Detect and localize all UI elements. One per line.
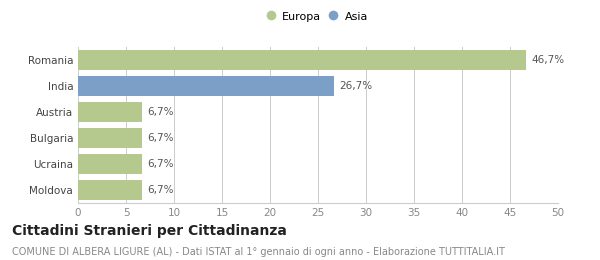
Text: 26,7%: 26,7%: [339, 81, 372, 91]
Text: 6,7%: 6,7%: [147, 107, 173, 117]
Legend: Europa, Asia: Europa, Asia: [266, 9, 370, 24]
Text: 6,7%: 6,7%: [147, 185, 173, 195]
Bar: [78, 180, 142, 200]
Text: Cittadini Stranieri per Cittadinanza: Cittadini Stranieri per Cittadinanza: [12, 224, 287, 238]
Bar: [78, 102, 142, 122]
Text: COMUNE DI ALBERA LIGURE (AL) - Dati ISTAT al 1° gennaio di ogni anno - Elaborazi: COMUNE DI ALBERA LIGURE (AL) - Dati ISTA…: [12, 247, 505, 257]
Bar: [78, 128, 142, 147]
Bar: [78, 76, 334, 96]
Text: 6,7%: 6,7%: [147, 159, 173, 169]
Text: 46,7%: 46,7%: [531, 55, 564, 65]
Text: 6,7%: 6,7%: [147, 133, 173, 143]
Bar: [78, 50, 526, 69]
Bar: [78, 154, 142, 174]
